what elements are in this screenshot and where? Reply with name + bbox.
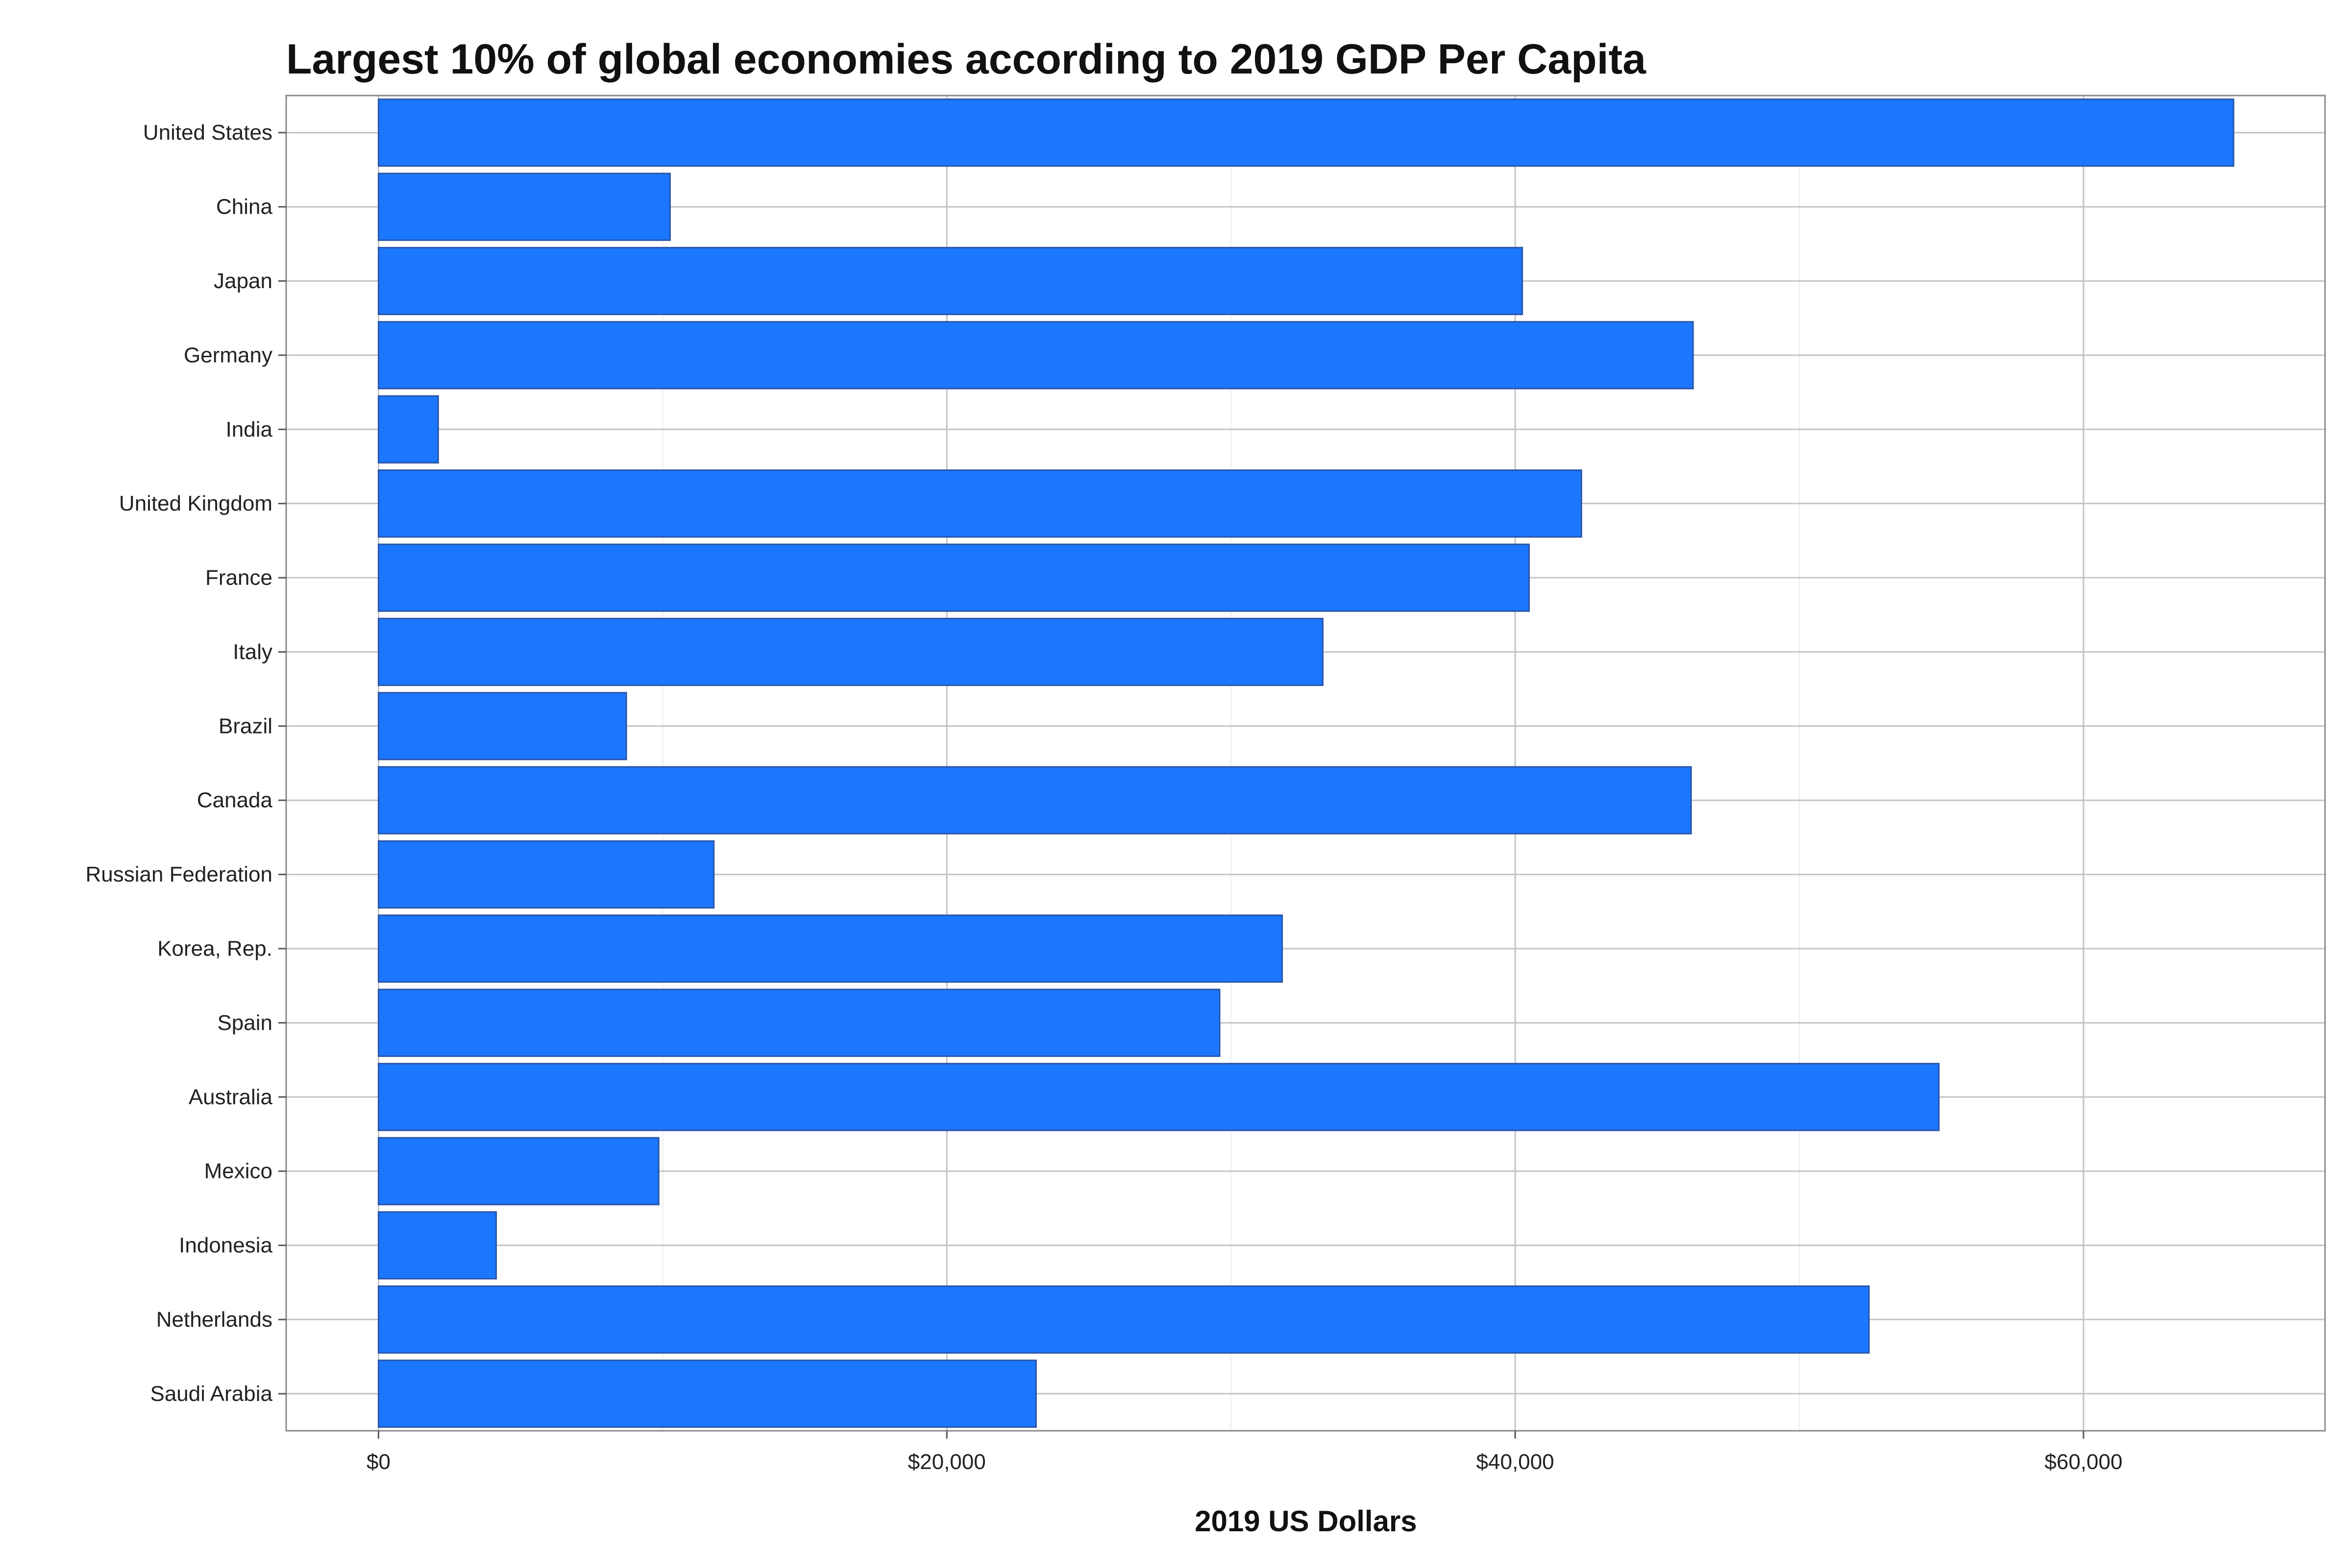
- bar: [377, 914, 1283, 983]
- y-tick-label: Canada: [197, 788, 273, 812]
- x-tick-label: $20,000: [908, 1450, 986, 1474]
- y-tick-label: Germany: [184, 343, 272, 367]
- y-tick-label: United States: [143, 121, 272, 145]
- bar: [377, 988, 1221, 1057]
- y-tick-label: Mexico: [204, 1159, 272, 1183]
- bar: [377, 321, 1694, 390]
- y-axis-ticks: United States China Japan Germany India Unite…: [85, 121, 286, 1406]
- y-tick-label: China: [216, 195, 272, 219]
- bar: [377, 1359, 1037, 1428]
- y-tick-label: Japan: [214, 269, 272, 293]
- x-tick-label: $60,000: [2045, 1450, 2123, 1474]
- bar: [377, 1063, 1940, 1131]
- bar: [377, 172, 671, 241]
- x-tick-label: $0: [367, 1450, 391, 1474]
- bar: [377, 766, 1692, 834]
- y-tick-label: Indonesia: [179, 1233, 272, 1257]
- y-tick-label: Saudi Arabia: [150, 1382, 272, 1406]
- chart-title: Largest 10% of global economies accordin…: [286, 36, 1646, 83]
- bar: [377, 1137, 660, 1205]
- y-tick-label: India: [226, 417, 273, 441]
- y-tick-label: Brazil: [219, 714, 272, 738]
- y-tick-label: United Kingdom: [119, 491, 272, 515]
- bar: [377, 246, 1523, 316]
- x-tick-label: $40,000: [1476, 1450, 1554, 1474]
- bar: [377, 543, 1530, 612]
- y-tick-label: Australia: [189, 1085, 273, 1109]
- y-tick-label: Spain: [217, 1011, 272, 1035]
- bar: [377, 98, 2234, 167]
- bar: [377, 1211, 497, 1280]
- x-axis-ticks: $0 $20,000 $40,000 $60,000: [367, 1431, 2123, 1474]
- bar: [377, 840, 715, 909]
- bar: [377, 469, 1582, 538]
- x-axis-title: 2019 US Dollars: [1195, 1505, 1417, 1538]
- bar: [377, 1285, 1870, 1354]
- y-tick-label: Netherlands: [156, 1307, 272, 1331]
- y-tick-label: Italy: [233, 640, 272, 664]
- bar: [377, 617, 1324, 686]
- y-tick-label: Korea, Rep.: [157, 936, 272, 960]
- y-tick-label: France: [205, 566, 272, 590]
- plot-frame: [285, 95, 2326, 1432]
- y-tick-label: Russian Federation: [85, 862, 272, 886]
- bars: [377, 98, 2234, 1428]
- bar: [377, 692, 627, 760]
- bar: [377, 395, 439, 464]
